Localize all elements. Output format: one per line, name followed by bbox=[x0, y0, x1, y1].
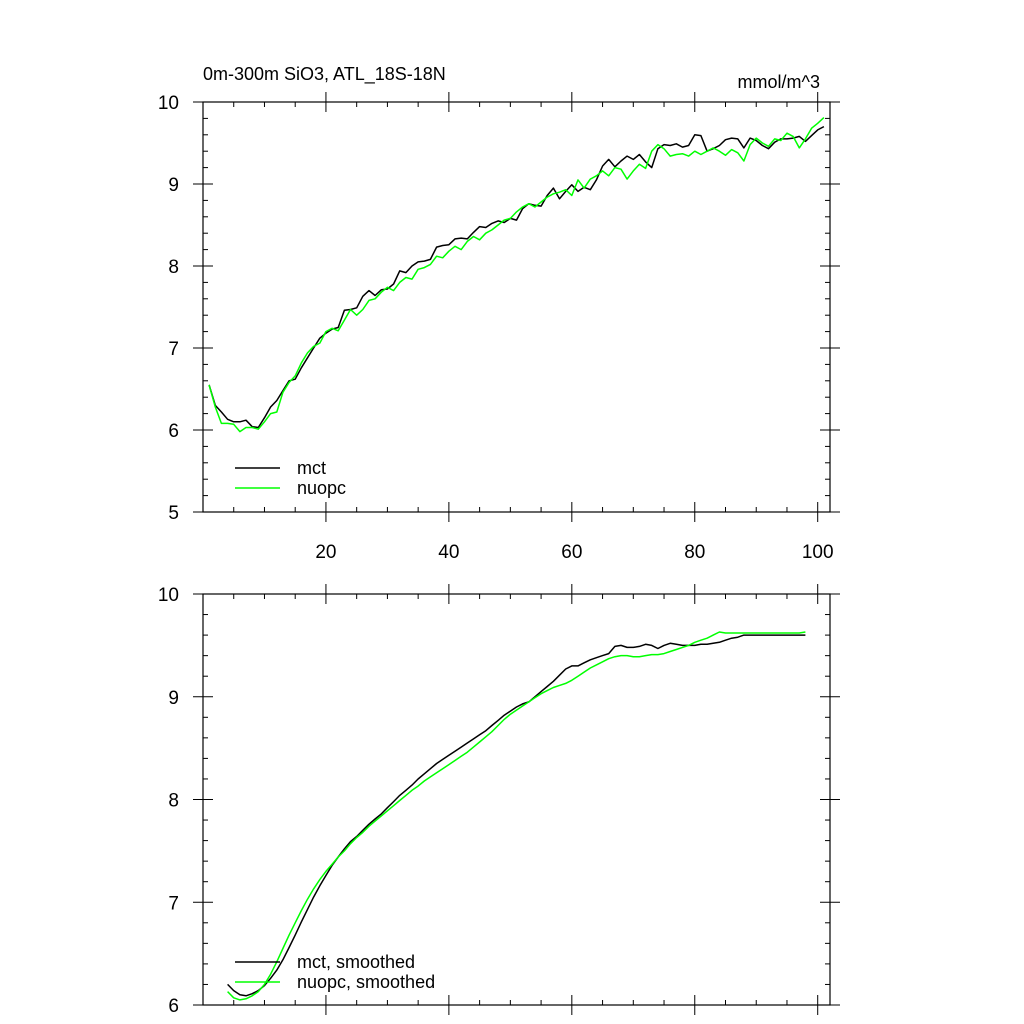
legend-label: nuopc bbox=[297, 478, 346, 498]
chart-title: 0m-300m SiO3, ATL_18S-18N bbox=[203, 64, 446, 85]
y-tick-label: 9 bbox=[168, 688, 179, 709]
plot-frame bbox=[202, 593, 831, 1006]
y-tick-label: 7 bbox=[168, 893, 179, 914]
top-panel: 20 40 60 80 100 5 6 7 8 9 10 0m-300m SiO3, ATL_18S-… bbox=[158, 64, 840, 563]
units-label: mmol/m^3 bbox=[738, 72, 820, 92]
series-line-nuopc-smoothed bbox=[227, 631, 806, 1001]
series-line-mct bbox=[208, 125, 825, 429]
x-tick-label: 80 bbox=[684, 542, 705, 563]
legend-label: mct, smoothed bbox=[297, 952, 415, 972]
plot-frame bbox=[202, 101, 831, 513]
legend-label: mct bbox=[297, 458, 326, 478]
y-tick-label: 9 bbox=[168, 175, 179, 196]
y-tick-label: 6 bbox=[168, 996, 179, 1017]
x-tick-label: 60 bbox=[561, 542, 582, 563]
series-line-nuopc bbox=[208, 117, 825, 433]
y-tick-label: 8 bbox=[168, 791, 179, 812]
y-tick-label: 8 bbox=[168, 257, 179, 278]
y-tick-label: 10 bbox=[158, 93, 179, 114]
x-tick-label: 20 bbox=[315, 542, 336, 563]
series-line-mct-smoothed bbox=[227, 634, 806, 997]
y-tick-label: 5 bbox=[168, 503, 179, 524]
legend-label: nuopc, smoothed bbox=[297, 972, 435, 992]
y-tick-label: 10 bbox=[158, 585, 179, 606]
y-tick-label: 6 bbox=[168, 421, 179, 442]
y-tick-label: 7 bbox=[168, 339, 179, 360]
x-tick-label: 40 bbox=[438, 542, 459, 563]
x-tick-label: 100 bbox=[802, 542, 834, 563]
